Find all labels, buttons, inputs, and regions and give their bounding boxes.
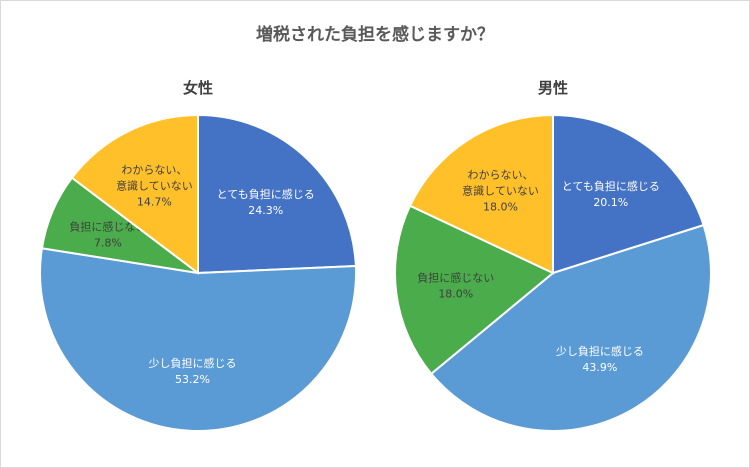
pie-slice-female-0 (197, 113, 357, 275)
pie-slice-male-0 (552, 113, 705, 275)
pie-subtitle-female: 女性 (183, 79, 213, 97)
pie-subtitle-male: 男性 (538, 79, 568, 97)
slice-label-male-3-1: 意識していない (462, 183, 539, 197)
slice-value-female-0: 24.3% (248, 204, 283, 217)
slice-value-female-2: 7.8% (94, 237, 122, 250)
slice-value-female-1: 53.2% (175, 373, 210, 386)
slice-label-male-0-0: とても負担に感じる (562, 179, 660, 193)
pie-slice-female-3 (70, 113, 199, 276)
slice-label-female-1-0: 少し負担に感じる (149, 356, 237, 370)
pie-slice-male-3 (408, 113, 554, 275)
slice-label-male-3-0: わからない、 (468, 168, 534, 181)
slice-value-male-3: 18.0% (483, 200, 518, 213)
slice-label-female-3-1: 意識していない (116, 178, 193, 192)
slice-label-female-2-0: 負担に感じない (69, 220, 146, 234)
pie-slice-female-1 (39, 247, 357, 432)
slice-value-male-1: 43.9% (582, 361, 617, 374)
slice-value-male-2: 18.0% (438, 287, 473, 300)
chart-title: 増税された負担を感じますか？ (256, 25, 494, 45)
pie-slice-male-2 (394, 204, 555, 376)
slice-label-female-0-0: とても負担に感じる (217, 187, 315, 201)
slice-label-male-2-0: 負担に感じない (417, 270, 494, 284)
slice-label-female-3-0: わからない、 (121, 163, 187, 176)
slice-value-male-0: 20.1% (593, 196, 628, 209)
slice-label-male-1-0: 少し負担に感じる (556, 344, 644, 358)
slice-value-female-3: 14.7% (137, 195, 172, 208)
pie-slice-male-1 (429, 223, 712, 432)
